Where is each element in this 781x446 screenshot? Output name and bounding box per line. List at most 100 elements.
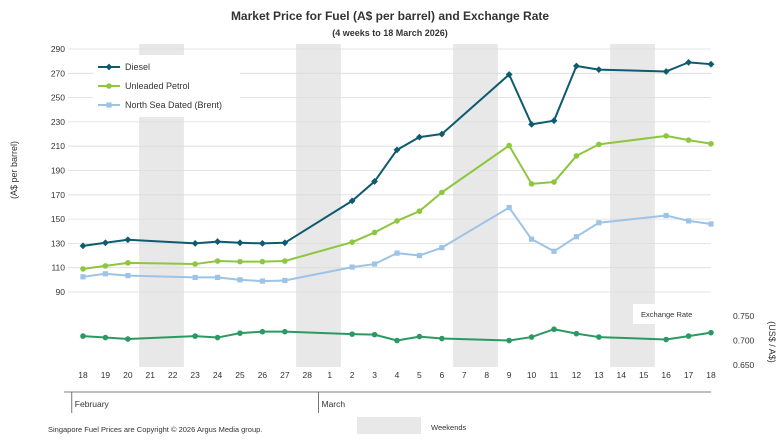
x-tick-label: 14 [617,370,627,380]
y-axis-ticks: 90 110 130 150 170 190 210 230 250 270 290 [51,44,65,297]
y-right-tick-label: 0.700 [733,336,755,346]
x-tick-label: 7 [462,370,467,380]
month-label: March [322,399,346,409]
data-point-exchange-rate [349,331,355,337]
data-point-diesel [662,68,670,75]
data-point-diesel [236,239,244,247]
x-tick-label: 1 [327,370,332,380]
x-tick-label: 13 [594,370,604,380]
data-point-exchange-rate [237,330,243,336]
data-point-diesel [707,60,715,68]
x-tick-label: 10 [527,370,537,380]
y-tick-label: 250 [51,93,65,103]
data-point-diesel [281,239,289,247]
series-diesel [79,58,715,250]
data-point-north-sea-dated-brent [349,264,355,270]
y-tick-label: 270 [51,68,65,78]
legend-marker-north-sea-dated-brent [106,102,112,108]
data-point-unleaded-petrol [439,189,445,196]
x-tick-label: 25 [235,370,245,380]
data-point-unleaded-petrol [394,218,400,224]
y-tick-label: 110 [51,263,65,273]
x-tick-label: 11 [550,370,559,380]
y-tick-label: 230 [51,117,65,127]
data-point-exchange-rate [439,335,445,342]
data-point-north-sea-dated-brent [394,250,400,256]
x-tick-label: 3 [372,370,377,380]
data-point-unleaded-petrol [192,261,198,267]
data-point-unleaded-petrol [214,258,221,264]
data-point-exchange-rate [192,333,198,339]
data-point-north-sea-dated-brent [573,234,580,240]
data-point-north-sea-dated-brent [596,220,602,226]
data-point-diesel [528,120,535,128]
data-point-exchange-rate [573,330,580,337]
data-point-unleaded-petrol [573,153,580,159]
y-tick-label: 170 [51,190,65,200]
data-point-exchange-rate [596,334,602,340]
data-point-north-sea-dated-brent [282,277,288,284]
data-point-unleaded-petrol [596,141,602,148]
data-point-north-sea-dated-brent [439,245,445,251]
x-tick-label: 22 [168,370,178,380]
data-point-north-sea-dated-brent [125,272,131,279]
x-tick-label: 16 [661,370,671,380]
y-right-tick-label: 0.650 [733,360,755,370]
x-tick-label: 21 [146,370,156,380]
x-tick-label: 28 [303,370,313,380]
y-tick-label: 290 [51,44,65,54]
legend-label-north-sea-dated-brent: North Sea Dated (Brent) [125,100,222,110]
data-point-diesel [416,133,423,141]
data-point-diesel [685,58,692,66]
data-point-exchange-rate [394,337,400,344]
x-tick-label: 19 [101,370,111,380]
data-point-diesel [550,117,558,125]
exchange-rate-label: Exchange Rate [641,310,692,319]
data-point-exchange-rate [282,328,288,335]
data-point-diesel [259,240,266,247]
data-point-north-sea-dated-brent [551,248,557,254]
data-point-north-sea-dated-brent [371,261,378,267]
x-tick-label: 24 [213,370,223,380]
data-point-north-sea-dated-brent [416,252,423,259]
data-point-exchange-rate [528,334,535,340]
month-label: February [75,399,110,409]
x-tick-label: 26 [258,370,268,380]
data-point-diesel [573,62,580,70]
data-point-unleaded-petrol [102,263,109,269]
legend-label-diesel: Diesel [125,62,150,72]
data-point-unleaded-petrol [80,266,86,272]
data-point-diesel [124,236,132,244]
x-tick-label: 18 [706,370,716,380]
y-right-tick-label: 0.750 [733,311,755,321]
legend-label-unleaded-petrol: Unleaded Petrol [125,81,190,91]
data-point-north-sea-dated-brent [80,274,86,280]
data-point-diesel [102,239,109,247]
data-point-unleaded-petrol [282,258,288,264]
data-point-diesel [438,130,446,138]
data-point-north-sea-dated-brent [102,271,109,277]
data-point-north-sea-dated-brent [528,236,535,242]
data-point-exchange-rate [663,336,669,343]
series-exchange-rate [80,326,714,344]
data-point-unleaded-petrol [259,258,266,265]
data-point-diesel [371,178,378,185]
weekends-legend-swatch [357,417,421,434]
data-point-exchange-rate [371,331,378,338]
x-tick-label: 4 [395,370,400,380]
data-point-exchange-rate [551,326,557,333]
x-tick-label: 12 [572,370,582,380]
exchange-rate-label-bg [633,304,733,324]
data-point-diesel [348,197,356,205]
x-tick-label: 17 [684,370,694,380]
data-point-exchange-rate [214,334,221,341]
y-tick-label: 190 [51,166,65,176]
x-tick-label: 5 [417,370,422,380]
weekend-band-1 [296,44,341,367]
y-axis-title: (A$ per barrel) [9,141,19,199]
data-point-unleaded-petrol [371,229,378,236]
x-tick-label: 6 [439,370,444,380]
data-point-unleaded-petrol [416,208,423,215]
copyright-text: Singapore Fuel Prices are Copyright © 20… [48,425,262,434]
data-point-unleaded-petrol [506,142,512,149]
